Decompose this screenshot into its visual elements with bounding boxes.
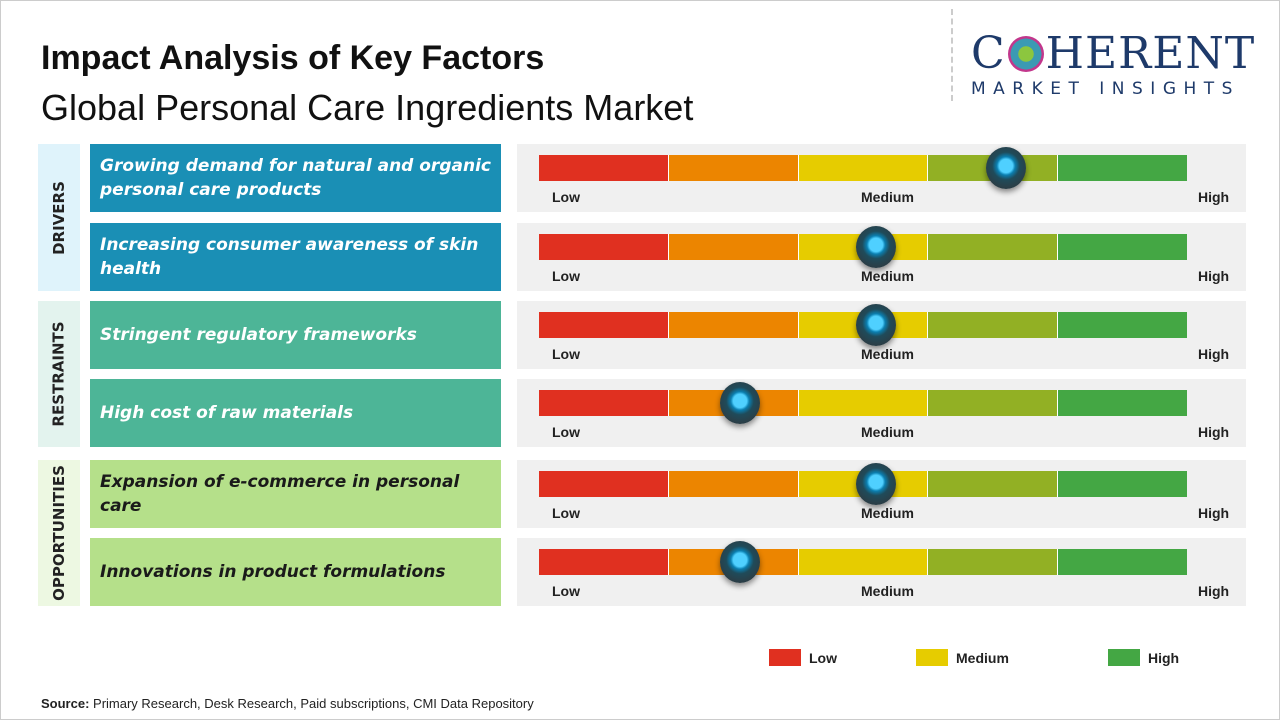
scale-high: High [1198, 268, 1230, 284]
gauge-segment [539, 312, 669, 338]
gauge-bar [539, 549, 1187, 575]
scale-medium: Medium [861, 268, 914, 284]
gauge-segment [1058, 312, 1187, 338]
globe-icon [1007, 36, 1044, 72]
gauge-bar [539, 471, 1187, 497]
category-label: DRIVERS [50, 180, 69, 255]
gauge-segment [668, 234, 799, 260]
impact-gauge: Low Medium High [517, 144, 1246, 212]
scale-low: Low [552, 189, 580, 205]
scale-low: Low [552, 346, 580, 362]
gauge-segment [798, 155, 929, 181]
impact-gauge: Low Medium High [517, 538, 1246, 606]
scale-high: High [1198, 424, 1230, 440]
factor-label: Innovations in product formulations [90, 538, 501, 606]
gauge-segment [928, 471, 1059, 497]
gauge-knob-marker [719, 382, 760, 424]
gauge-knob-marker [719, 541, 760, 583]
gauge-segment [1058, 155, 1187, 181]
divider [951, 9, 953, 101]
gauge-segment [668, 471, 799, 497]
gauge-knob-marker [855, 304, 896, 346]
category-opportunities: OPPORTUNITIES [38, 460, 80, 606]
factor-label: Expansion of e-commerce in personal care [90, 460, 501, 528]
gauge-segment [539, 155, 669, 181]
category-label: OPPORTUNITIES [50, 465, 68, 601]
gauge-segment [668, 312, 799, 338]
page-subtitle: Global Personal Care Ingredients Market [41, 87, 694, 128]
gauge-segment [1058, 471, 1187, 497]
scale-low: Low [552, 268, 580, 284]
scale-low: Low [552, 583, 580, 599]
category-restraints: RESTRAINTS [38, 301, 80, 447]
logo: C HERENT MARKET INSIGHTS [971, 28, 1256, 100]
scale-high: High [1198, 505, 1230, 521]
gauge-segment [1058, 234, 1187, 260]
gauge-knob-marker [855, 463, 896, 505]
scale-medium: Medium [861, 189, 914, 205]
scale-medium: Medium [861, 505, 914, 521]
legend-swatch-medium [916, 649, 948, 666]
gauge-segment [539, 471, 669, 497]
scale-high: High [1198, 346, 1230, 362]
gauge-knob-marker [985, 147, 1026, 189]
scale-medium: Medium [861, 346, 914, 362]
impact-gauge: Low Medium High [517, 460, 1246, 528]
page-title: Impact Analysis of Key Factors [41, 39, 545, 77]
impact-gauge: Low Medium High [517, 379, 1246, 447]
gauge-segment [1058, 549, 1187, 575]
gauge-knob-marker [855, 226, 896, 268]
gauge-segment [928, 390, 1059, 416]
scale-high: High [1198, 189, 1230, 205]
legend-swatch-high [1108, 649, 1140, 666]
gauge-segment [1058, 390, 1187, 416]
gauge-segment [928, 549, 1059, 575]
gauge-segment [928, 312, 1059, 338]
impact-gauge: Low Medium High [517, 223, 1246, 291]
category-label: RESTRAINTS [50, 321, 69, 427]
gauge-segment [539, 234, 669, 260]
scale-medium: Medium [861, 424, 914, 440]
gauge-segment [928, 234, 1059, 260]
gauge-segment [668, 155, 799, 181]
scale-low: Low [552, 505, 580, 521]
gauge-segment [539, 549, 669, 575]
factor-label: Stringent regulatory frameworks [90, 301, 501, 369]
gauge-bar [539, 155, 1187, 181]
gauge-bar [539, 390, 1187, 416]
legend-high: High [1108, 649, 1179, 666]
factor-label: Growing demand for natural and organic p… [90, 144, 501, 212]
gauge-segment [798, 390, 929, 416]
source-note: Source: Primary Research, Desk Research,… [41, 696, 534, 711]
gauge-bar [539, 234, 1187, 260]
factor-label: Increasing consumer awareness of skin he… [90, 223, 501, 291]
scale-high: High [1198, 583, 1230, 599]
scale-medium: Medium [861, 583, 914, 599]
gauge-segment [798, 549, 929, 575]
category-drivers: DRIVERS [38, 144, 80, 291]
legend-swatch-low [769, 649, 801, 666]
factor-label: High cost of raw materials [90, 379, 501, 447]
legend-low: Low [769, 649, 837, 666]
impact-gauge: Low Medium High [517, 301, 1246, 369]
gauge-segment [539, 390, 669, 416]
scale-low: Low [552, 424, 580, 440]
legend-medium: Medium [916, 649, 1009, 666]
